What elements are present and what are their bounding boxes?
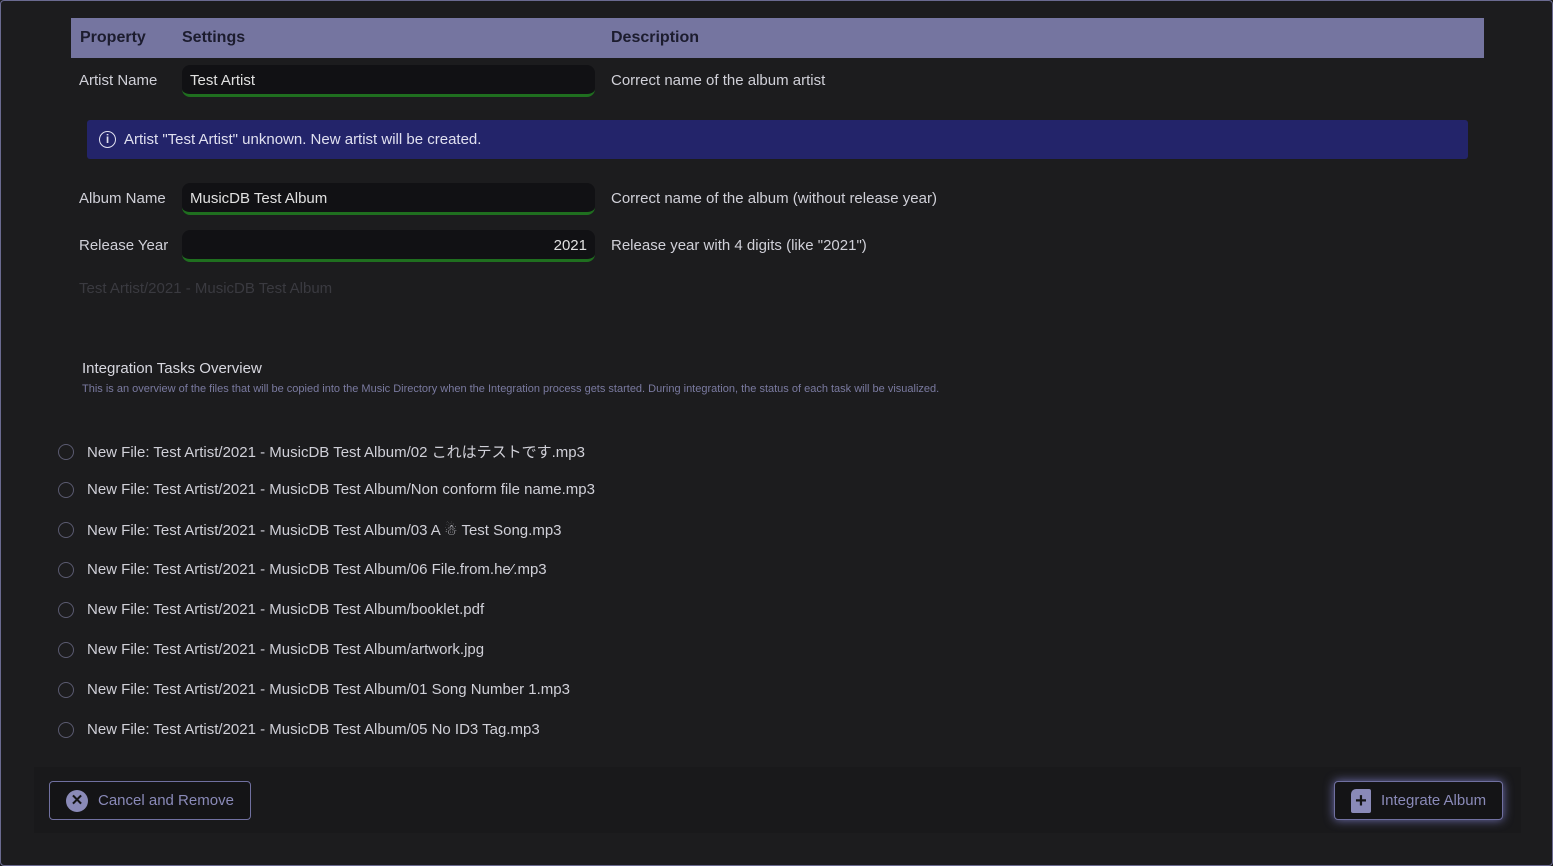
integrate-album-button[interactable]: + Integrate Album: [1334, 781, 1504, 820]
album-name-input[interactable]: MusicDB Test Album: [182, 183, 595, 215]
info-text: Artist "Test Artist" unknown. New artist…: [124, 131, 482, 148]
release-year-label: Release Year: [79, 237, 169, 254]
add-file-icon: +: [1351, 788, 1371, 813]
cancel-and-remove-button[interactable]: ✕ Cancel and Remove: [49, 781, 251, 820]
status-circle-icon: [58, 481, 74, 498]
task-text: New File: Test Artist/2021 - MusicDB Tes…: [87, 681, 570, 698]
task-text: New File: Test Artist/2021 - MusicDB Tes…: [87, 641, 485, 658]
task-text: New File: Test Artist/2021 - MusicDB Tes…: [87, 561, 547, 578]
overview-title: Integration Tasks Overview: [82, 360, 262, 377]
task-text: New File: Test Artist/2021 - MusicDB Tes…: [87, 481, 595, 498]
info-message: i Artist "Test Artist" unknown. New artis…: [87, 120, 1468, 159]
target-path: Test Artist/2021 - MusicDB Test Album: [79, 280, 333, 297]
task-item: New File: Test Artist/2021 - MusicDB Tes…: [58, 481, 595, 498]
task-item: New File: Test Artist/2021 - MusicDB Tes…: [58, 521, 562, 539]
overview-description: This is an overview of the files that wi…: [82, 383, 940, 395]
artist-name-description: Correct name of the album artist: [611, 72, 826, 89]
task-item: New File: Test Artist/2021 - MusicDB Tes…: [58, 681, 570, 698]
close-icon: ✕: [66, 789, 88, 812]
album-name-label: Album Name: [79, 190, 166, 207]
artist-name-input[interactable]: Test Artist: [182, 65, 595, 97]
task-text: New File: Test Artist/2021 - MusicDB Tes…: [87, 444, 585, 461]
task-text: New File: Test Artist/2021 - MusicDB Tes…: [87, 721, 540, 738]
header-property: Property: [80, 29, 146, 46]
status-circle-icon: [58, 721, 74, 738]
task-item: New File: Test Artist/2021 - MusicDB Tes…: [58, 441, 585, 462]
task-item: New File: Test Artist/2021 - MusicDB Tes…: [58, 601, 484, 618]
status-circle-icon: [58, 522, 74, 538]
artist-name-label: Artist Name: [79, 72, 158, 89]
task-item: New File: Test Artist/2021 - MusicDB Tes…: [58, 561, 547, 578]
integrate-label: Integrate Album: [1381, 792, 1487, 809]
release-year-input[interactable]: 2021: [182, 230, 595, 262]
footer-bar: [34, 767, 1521, 833]
status-circle-icon: [58, 681, 74, 698]
header-settings: Settings: [182, 29, 246, 46]
info-icon: i: [99, 131, 116, 148]
status-circle-icon: [58, 561, 74, 578]
table-header: Property Settings Description: [71, 18, 1484, 58]
release-year-description: Release year with 4 digits (like "2021"): [611, 237, 867, 254]
status-circle-icon: [58, 641, 74, 658]
task-item: New File: Test Artist/2021 - MusicDB Tes…: [58, 721, 540, 738]
album-name-description: Correct name of the album (without relea…: [611, 190, 937, 207]
status-circle-icon: [58, 443, 74, 460]
header-description: Description: [611, 29, 700, 46]
status-circle-icon: [58, 601, 74, 618]
cancel-label: Cancel and Remove: [98, 792, 234, 809]
task-text: New File: Test Artist/2021 - MusicDB Tes…: [87, 522, 562, 539]
task-text: New File: Test Artist/2021 - MusicDB Tes…: [87, 601, 485, 618]
task-item: New File: Test Artist/2021 - MusicDB Tes…: [58, 641, 484, 658]
